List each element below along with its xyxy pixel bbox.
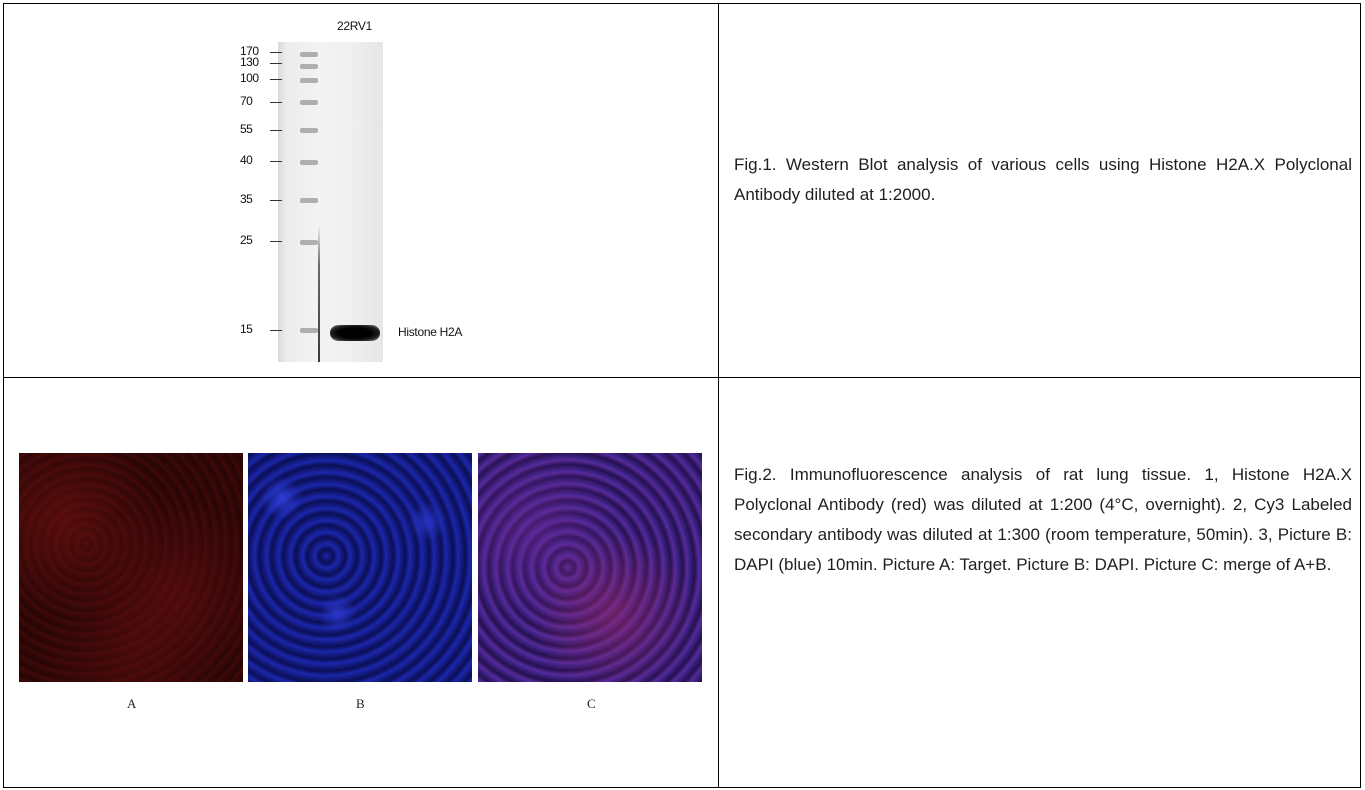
mw-tick (270, 200, 282, 201)
column-divider (718, 3, 719, 788)
ladder-band (300, 64, 318, 69)
mw-marker-label: 100 (240, 71, 259, 85)
mw-marker-label: 130 (240, 55, 259, 69)
ladder-band (300, 128, 318, 133)
mw-tick (270, 52, 282, 53)
panel-c-label: C (587, 696, 596, 711)
row-divider (3, 377, 1361, 378)
mw-marker-label: 40 (240, 153, 253, 167)
figure-table (3, 3, 1361, 788)
mw-tick (270, 63, 282, 64)
mw-marker-label: 25 (240, 233, 253, 247)
mw-marker-label: 35 (240, 192, 253, 206)
blot-lane-edge (318, 225, 320, 362)
mw-marker-label: 170 (240, 44, 259, 58)
blot-membrane (278, 42, 383, 362)
mw-tick (270, 330, 282, 331)
mw-marker-label: 55 (240, 122, 253, 136)
mw-marker-label: 70 (240, 94, 253, 108)
ladder-band (300, 160, 318, 165)
ladder-band (300, 100, 318, 105)
mw-tick (270, 130, 282, 131)
panel-b-label: B (356, 696, 365, 711)
ladder-band (300, 52, 318, 57)
lane-label: 22RV1 (337, 19, 372, 33)
ladder-band (300, 198, 318, 203)
panel-a-label: A (127, 696, 137, 711)
mw-tick (270, 241, 282, 242)
figure2-caption: Fig.2. Immunofluorescence analysis of ra… (734, 465, 1352, 574)
ladder-band (300, 78, 318, 83)
histone-band (330, 325, 380, 341)
band-label: Histone H2A (398, 325, 463, 339)
ladder-band (300, 240, 318, 245)
mw-tick (270, 161, 282, 162)
figure1-caption: Fig.1. Western Blot analysis of various … (734, 155, 1352, 204)
mw-tick (270, 102, 282, 103)
panel-b-image (248, 453, 472, 682)
panel-a-image (19, 453, 243, 682)
panel-c-image (478, 453, 702, 682)
mw-tick (270, 79, 282, 80)
mw-marker-label: 15 (240, 322, 253, 336)
ladder-band (300, 328, 318, 333)
